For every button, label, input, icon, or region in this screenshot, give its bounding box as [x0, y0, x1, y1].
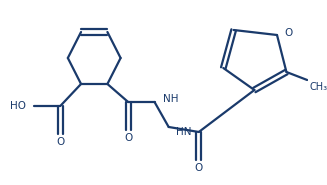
Text: O: O: [56, 137, 64, 147]
Text: O: O: [195, 163, 203, 173]
Text: O: O: [124, 133, 132, 143]
Text: CH₃: CH₃: [309, 82, 327, 92]
Text: NH: NH: [163, 94, 179, 104]
Text: O: O: [284, 28, 293, 38]
Text: HN: HN: [176, 127, 192, 137]
Text: HO: HO: [10, 101, 26, 111]
